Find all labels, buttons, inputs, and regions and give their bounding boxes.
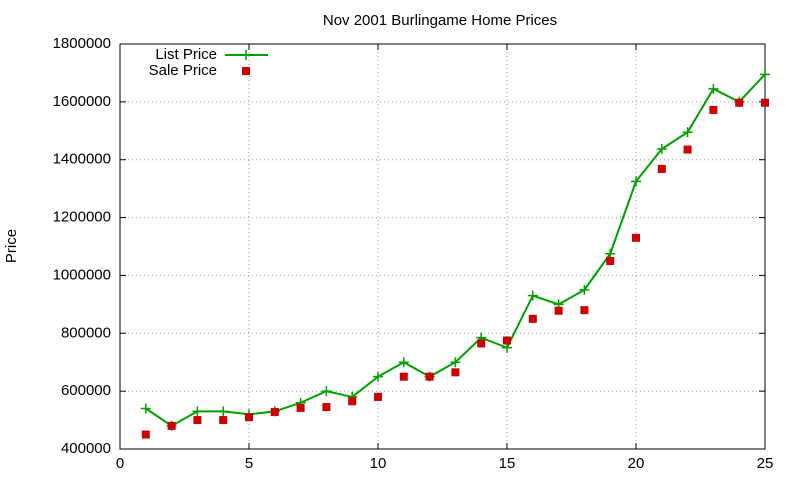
plot-frame [119,43,766,450]
point-marker [141,430,150,439]
point-marker [503,336,511,345]
point-marker [735,98,744,107]
point-marker [193,416,202,425]
point-marker [632,233,640,242]
legend-swatch [242,67,250,75]
point-marker [708,83,719,94]
point-marker [606,256,615,265]
point-marker [348,397,357,406]
y-axis-label: Price [3,229,20,263]
point-marker [709,105,718,114]
point-marker [167,421,176,430]
legend-swatch [241,50,251,60]
x-tick-label: 15 [499,455,516,472]
point-marker [140,403,151,414]
chart-title: Nov 2001 Burlingame Home Prices [323,12,557,29]
point-marker [657,164,666,173]
y-tick-label: 600000 [61,382,111,399]
point-marker [450,357,461,368]
point-marker [761,98,769,107]
point-marker [683,145,692,154]
x-tick-label: 5 [245,455,253,472]
y-tick-label: 1000000 [53,266,111,283]
y-tick-label: 800000 [61,324,111,341]
y-tick-label: 1400000 [53,151,111,168]
point-marker [477,339,486,348]
point-marker [425,372,434,381]
point-marker [631,176,641,187]
x-tick-label: 0 [116,455,124,472]
point-marker [682,127,693,138]
y-tick-label: 1200000 [53,209,111,226]
point-marker [554,306,563,315]
point-marker [579,284,590,295]
x-tick-label: 20 [628,455,645,472]
point-marker [218,406,229,417]
x-tick-label: 10 [370,455,387,472]
point-marker [373,371,383,382]
point-marker [245,413,253,422]
point-marker [270,407,279,416]
point-marker [580,306,589,315]
point-marker [398,357,409,368]
y-tick-label: 1800000 [53,35,111,52]
point-marker [528,314,537,323]
point-marker [656,144,667,155]
point-marker [399,372,408,381]
point-marker [321,386,332,397]
y-tick-label: 400000 [61,440,111,457]
point-marker [760,69,770,80]
x-tick-label: 25 [757,455,774,472]
point-marker [527,290,538,301]
point-marker [374,392,382,401]
point-marker [451,368,460,377]
point-marker [322,403,331,412]
point-marker [219,416,228,425]
legend-label: List Price [155,46,217,63]
point-marker [296,403,305,412]
legend-label: Sale Price [149,62,217,79]
point-marker [192,406,203,417]
y-tick-label: 1600000 [53,93,111,110]
